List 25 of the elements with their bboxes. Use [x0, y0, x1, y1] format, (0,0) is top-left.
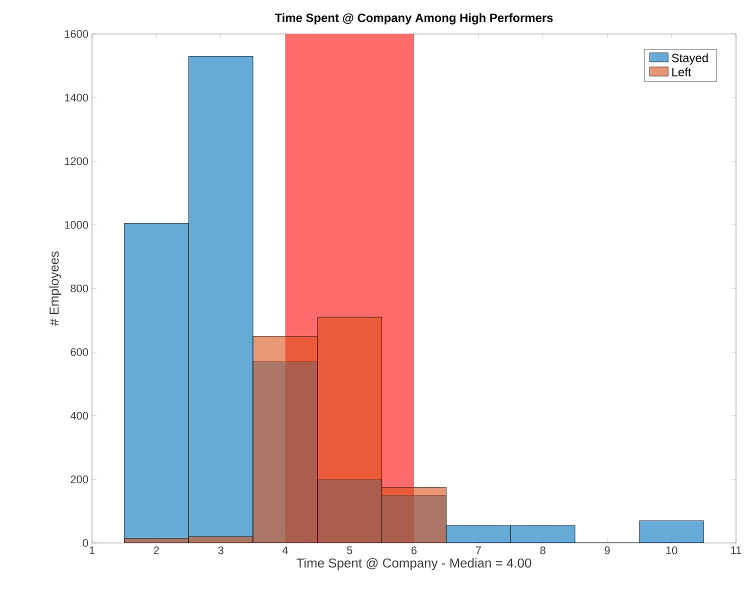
chart-title: Time Spent @ Company Among High Performers: [274, 13, 553, 24]
y-tick-label: 1000: [64, 220, 88, 229]
y-tick-label: 1200: [64, 157, 88, 166]
x-tick-label: 7: [476, 546, 481, 554]
x-tick-label: 9: [604, 546, 610, 554]
x-tick-label: 10: [666, 546, 678, 554]
legend-label: Stayed: [672, 53, 708, 65]
x-tick-label: 5: [347, 546, 352, 554]
x-tick-label: 8: [540, 546, 546, 554]
y-axis-title: # Employees: [49, 252, 62, 326]
x-axis-title: Time Spent @ Company - Median = 4.00: [296, 558, 532, 570]
y-tick-label: 1400: [64, 94, 88, 102]
x-tick-label: 3: [218, 546, 224, 554]
y-tick-label: 1600: [64, 30, 88, 38]
y-tick-label: 400: [70, 412, 88, 420]
legend-label: Left: [672, 68, 692, 76]
y-tick-label: 600: [70, 348, 88, 356]
x-tick-label: 4: [282, 546, 288, 554]
x-tick-label: 11: [731, 546, 742, 554]
x-tick-label: 6: [412, 546, 417, 554]
x-tick-label: 1: [90, 546, 95, 554]
x-tick-label: 2: [154, 546, 159, 554]
y-tick-label: 0: [82, 539, 88, 547]
y-tick-label: 200: [70, 475, 88, 484]
y-tick-label: 800: [70, 284, 88, 292]
